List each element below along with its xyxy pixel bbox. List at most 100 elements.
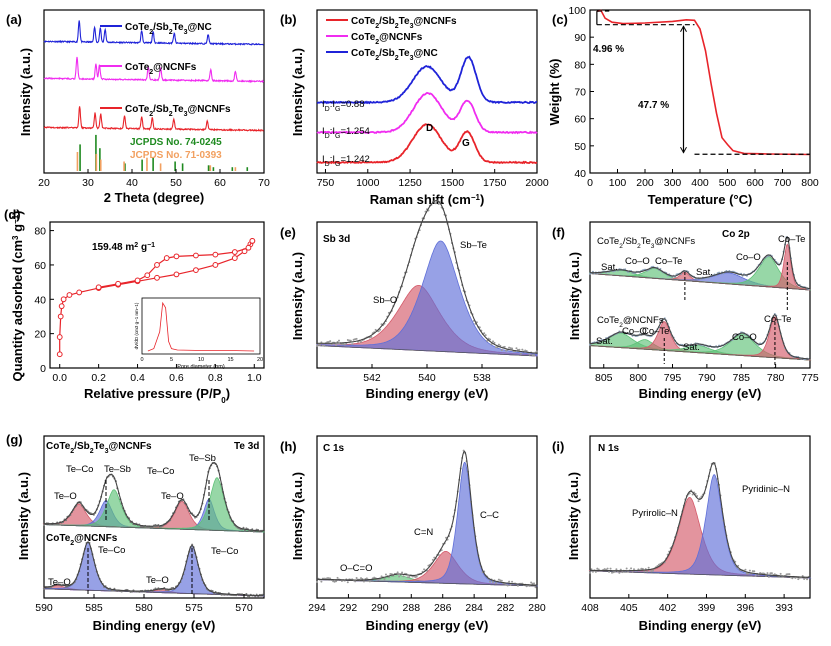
raw-data-point bbox=[489, 580, 492, 583]
label-c-loss1: 4.96 % bbox=[593, 44, 624, 55]
raw-data-point bbox=[509, 583, 512, 586]
legend-label-a-4: JCPDS No. 71-0393 bbox=[130, 150, 222, 161]
xtick-label: 282 bbox=[497, 602, 515, 614]
raw-data-point bbox=[630, 567, 633, 570]
raw-data-point bbox=[609, 567, 612, 570]
raw-data-point bbox=[360, 340, 362, 343]
ratio-b-ncnf: ID:IG=1.242 bbox=[322, 154, 370, 168]
xtick-label: 284 bbox=[465, 602, 483, 614]
isotherm-point bbox=[193, 252, 199, 259]
xlabel-c: Temperature (°C) bbox=[648, 192, 753, 207]
ytick-label: 100 bbox=[568, 5, 586, 17]
raw-data-point bbox=[505, 349, 508, 352]
raw-data-point bbox=[151, 590, 154, 593]
xtick-label: 800 bbox=[629, 372, 647, 384]
raw-data-point bbox=[691, 493, 694, 496]
xtick-label: 292 bbox=[340, 602, 358, 614]
label-i-pyridinic: Pyridinic–N bbox=[742, 484, 790, 495]
ytick-label: 80 bbox=[574, 59, 586, 71]
panel-label-f: (f) bbox=[552, 225, 565, 240]
isotherm-point bbox=[144, 272, 151, 279]
panel-label-i: (i) bbox=[552, 439, 564, 454]
panel-d: (d) Quantity adsorbed (cm3 g−1) Relative… bbox=[4, 207, 265, 405]
raw-data-point bbox=[329, 577, 332, 580]
raw-data-point bbox=[534, 586, 537, 589]
xtick-label: 399 bbox=[698, 602, 716, 614]
ytick-label: 60 bbox=[574, 114, 586, 126]
raw-data-point bbox=[323, 344, 326, 347]
plot-frame-c bbox=[589, 9, 811, 174]
raw-data-point bbox=[791, 577, 794, 580]
raw-data-point bbox=[434, 202, 437, 205]
isotherm-point bbox=[245, 244, 252, 251]
raw-data-point bbox=[608, 570, 611, 573]
inset-xtick-label: 0 bbox=[140, 357, 143, 363]
panel-c: (c) Weight (%) Temperature (°C) 0 100 200 3… bbox=[547, 5, 819, 207]
raw-data-point bbox=[525, 349, 528, 352]
raw-data-point bbox=[151, 526, 154, 529]
peak-label-g: Te–O bbox=[48, 577, 71, 588]
xtick-label: 400 bbox=[691, 177, 709, 189]
raw-data-point bbox=[354, 338, 357, 341]
raw-data-point bbox=[625, 567, 628, 570]
label-c-loss2: 47.7 % bbox=[638, 100, 669, 111]
xtick-label: 393 bbox=[775, 602, 793, 614]
raw-data-point bbox=[252, 530, 255, 533]
raw-data-point bbox=[423, 568, 426, 571]
ylabel-c: Weight (%) bbox=[547, 59, 562, 126]
xtick-label: 405 bbox=[620, 602, 638, 614]
xtick-label: 780 bbox=[767, 372, 785, 384]
raw-data-point bbox=[365, 577, 368, 580]
panel-i: (i) N 1s Intensity (a.u.) Binding energy… bbox=[552, 435, 812, 633]
raw-data-point bbox=[536, 350, 538, 353]
isotherm-point bbox=[56, 351, 63, 358]
raw-data-point bbox=[384, 573, 387, 576]
raw-data-point bbox=[633, 568, 635, 571]
inset-xtick-label: 10 bbox=[198, 357, 204, 363]
peak-label-g: Te–Sb bbox=[104, 464, 131, 475]
raw-data-point bbox=[650, 570, 653, 573]
raw-data-point bbox=[785, 573, 788, 576]
raw-data-point bbox=[590, 568, 593, 571]
xtick-label: 100 bbox=[609, 177, 627, 189]
raw-data-point bbox=[769, 572, 772, 575]
raw-data-point bbox=[503, 345, 506, 348]
raw-data-point bbox=[641, 567, 644, 570]
raw-data-point bbox=[748, 569, 751, 572]
title-g: Te 3d bbox=[234, 441, 259, 452]
xtick-label: 585 bbox=[85, 602, 103, 614]
peak-label-f: Co–O bbox=[732, 332, 757, 343]
legend-label-a-1: CoTe2@NCNFs bbox=[125, 62, 197, 76]
label-b-g: G bbox=[462, 138, 470, 149]
raw-data-point bbox=[389, 572, 392, 575]
raw-data-point bbox=[484, 334, 487, 337]
panel-f: (f) Co 2p Intensity (a.u.) Binding energ… bbox=[552, 221, 819, 401]
raw-data-point bbox=[745, 572, 748, 575]
label-h-cn: C=N bbox=[414, 527, 433, 538]
raw-data-point bbox=[606, 567, 609, 570]
legend-label-a-2: CoTe2/Sb2Te3@NCNFs bbox=[125, 104, 231, 118]
raw-data-point bbox=[619, 568, 622, 571]
raw-data-point bbox=[767, 575, 770, 578]
raw-data-point bbox=[643, 570, 646, 573]
raw-data-point bbox=[521, 348, 524, 351]
isotherm-point bbox=[212, 251, 219, 258]
panel-label-h: (h) bbox=[280, 439, 297, 454]
raw-data-point bbox=[335, 580, 338, 583]
xtick-label: 40 bbox=[126, 177, 138, 189]
raw-data-point bbox=[483, 332, 486, 335]
raw-data-point bbox=[500, 579, 503, 582]
raw-data-point bbox=[398, 575, 401, 578]
xtick-label: 590 bbox=[35, 602, 53, 614]
raw-data-point bbox=[528, 353, 531, 356]
raw-data-point bbox=[318, 343, 321, 346]
raw-data-point bbox=[494, 582, 497, 585]
isotherm-point bbox=[58, 303, 65, 310]
raw-data-point bbox=[511, 580, 514, 583]
raw-data-point bbox=[492, 581, 494, 584]
raw-data-point bbox=[506, 584, 509, 587]
envelope-line bbox=[43, 541, 264, 597]
raw-data-point bbox=[530, 581, 533, 584]
isotherm-point bbox=[154, 262, 160, 268]
raw-data-point bbox=[490, 343, 493, 346]
